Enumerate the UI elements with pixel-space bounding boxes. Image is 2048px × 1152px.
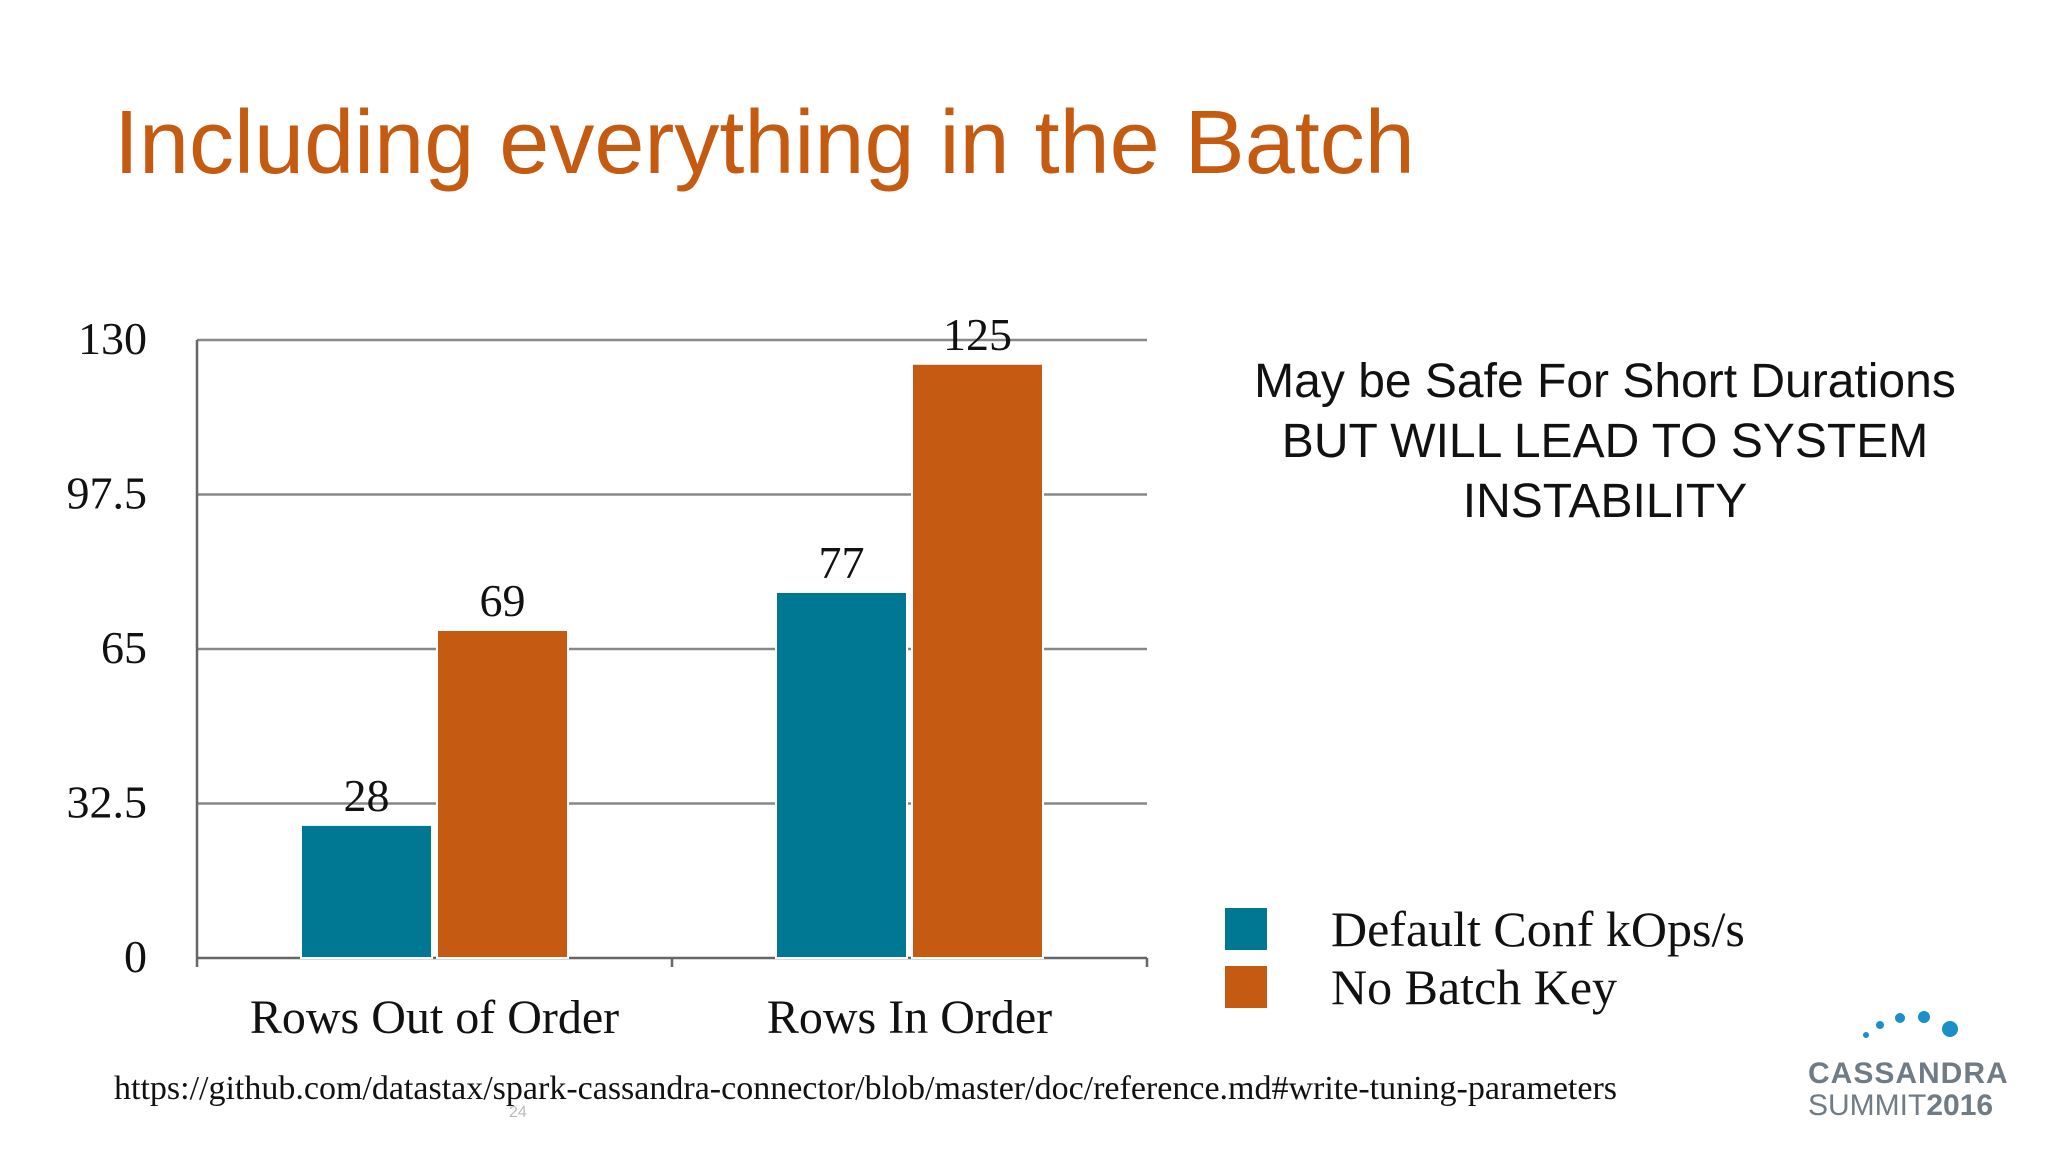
legend-label-series-2: No Batch Key [1331, 959, 1618, 1015]
logo-year: 2016 [1926, 1089, 1994, 1122]
side-note: May be Safe For Short Durations BUT WILL… [1220, 352, 1990, 532]
y-tick-label: 97.5 [67, 468, 148, 519]
bar-series-1 [300, 823, 433, 960]
x-category-label: Rows In Order [767, 991, 1052, 1044]
legend-swatch-series-1 [1225, 908, 1267, 950]
data-label: 125 [943, 309, 1012, 360]
source-url[interactable]: https://github.com/datastax/spark-cassan… [114, 1070, 1618, 1107]
cassandra-summit-logo: CASSANDRA SUMMIT2016 [1800, 1005, 2030, 1125]
legend-item-series-2: No Batch Key [1225, 958, 1745, 1016]
x-category-label: Rows Out of Order [250, 991, 619, 1044]
logo-line-1: CASSANDRA [1808, 1057, 2009, 1090]
data-label: 69 [480, 575, 526, 626]
y-tick-label: 130 [78, 313, 147, 364]
logo-word-summit: SUMMIT [1808, 1089, 1927, 1122]
chart-legend: Default Conf kOps/s No Batch Key [1225, 900, 1745, 1016]
legend-swatch-series-2 [1225, 966, 1267, 1008]
bar-series-2 [436, 628, 569, 959]
logo-dots-icon [1863, 1011, 1958, 1038]
slide-title: Including everything in the Batch [114, 93, 1415, 193]
logo-line-2: SUMMIT2016 [1808, 1089, 1993, 1123]
y-tick-label: 0 [124, 931, 147, 982]
data-label: 28 [344, 770, 390, 821]
y-tick-label: 65 [101, 622, 147, 673]
bar-series-2 [911, 362, 1044, 959]
data-label: 77 [819, 537, 865, 588]
legend-label-series-1: Default Conf kOps/s [1331, 901, 1745, 957]
side-note-line-2: BUT WILL LEAD TO SYSTEM [1281, 415, 1929, 468]
legend-item-series-1: Default Conf kOps/s [1225, 900, 1745, 958]
y-tick-label: 32.5 [67, 777, 148, 828]
side-note-line-3: INSTABILITY [1462, 475, 1748, 528]
side-note-line-1: May be Safe For Short Durations [1254, 355, 1956, 408]
bar-series-1 [775, 590, 908, 959]
page-number: 24 [509, 1104, 527, 1121]
